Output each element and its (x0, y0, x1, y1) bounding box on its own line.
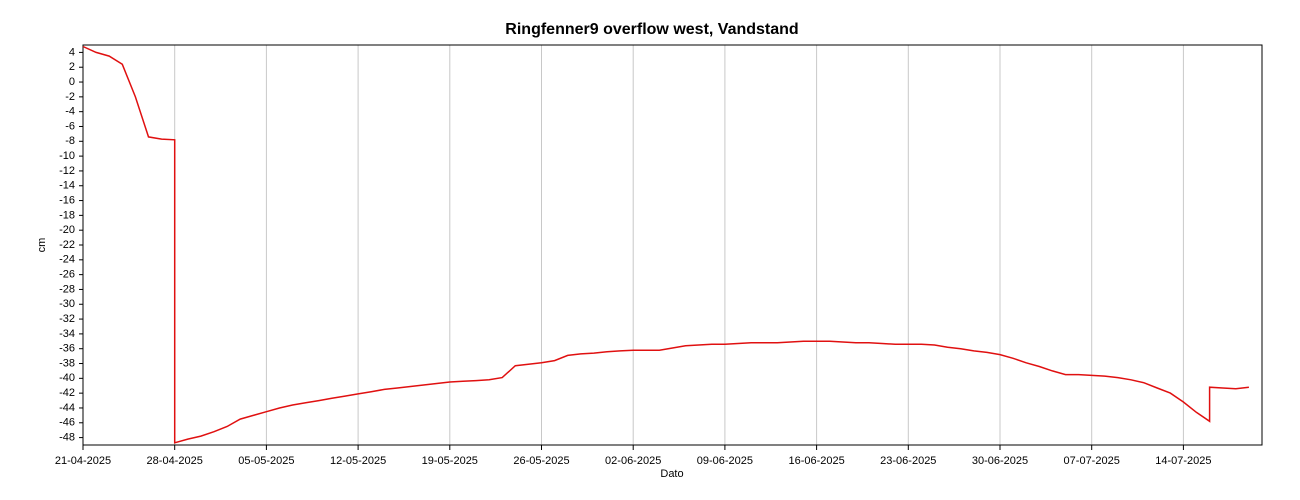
y-tick-label: -22 (59, 239, 75, 251)
y-tick-label: -4 (65, 106, 75, 118)
x-tick-label: 26-05-2025 (513, 455, 569, 467)
y-tick-label: -34 (59, 328, 75, 340)
y-tick-label: -24 (59, 254, 75, 266)
y-tick-label: -18 (59, 209, 75, 221)
y-tick-label: -2 (65, 91, 75, 103)
y-tick-label: 4 (69, 46, 75, 58)
plot-frame (82, 44, 1263, 446)
chart-title: Ringfenner9 overflow west, Vandstand (505, 21, 798, 38)
y-tick-label: -32 (59, 313, 75, 325)
y-tick-label: -14 (59, 180, 75, 192)
y-tick-label: -38 (59, 357, 75, 369)
y-tick-label: -10 (59, 150, 75, 162)
x-tick-label: 12-05-2025 (330, 455, 386, 467)
x-tick-label: 23-06-2025 (880, 455, 936, 467)
y-axis-label: cm (36, 238, 48, 253)
y-tick-label: -26 (59, 269, 75, 281)
x-tick-label: 30-06-2025 (972, 455, 1028, 467)
x-tick-label: 07-07-2025 (1064, 455, 1120, 467)
y-tick-label: -44 (59, 402, 75, 414)
x-tick-label: 16-06-2025 (788, 455, 844, 467)
x-tick-label: 05-05-2025 (238, 455, 294, 467)
y-tick-label: -6 (65, 120, 75, 132)
x-tick-label: 09-06-2025 (697, 455, 753, 467)
x-axis-label: Dato (660, 468, 683, 480)
x-tick-label: 28-04-2025 (147, 455, 203, 467)
x-tick-label: 14-07-2025 (1155, 455, 1211, 467)
y-tick-label: 0 (69, 76, 75, 88)
y-tick-label: -40 (59, 372, 75, 384)
y-tick-label: -8 (65, 135, 75, 147)
data-line (82, 45, 1249, 444)
y-tick-label: -16 (59, 194, 75, 206)
y-tick-label: -46 (59, 417, 75, 429)
y-tick-label: -36 (59, 343, 75, 355)
y-tick-label: -42 (59, 387, 75, 399)
x-tick-label: 19-05-2025 (422, 455, 478, 467)
y-tick-label: -30 (59, 298, 75, 310)
y-tick-label: -28 (59, 283, 75, 295)
y-tick-label: -48 (59, 431, 75, 443)
y-tick-label: 2 (69, 61, 75, 73)
y-tick-label: -20 (59, 224, 75, 236)
x-tick-label: 21-04-2025 (55, 455, 111, 467)
y-tick-label: -12 (59, 165, 75, 177)
x-tick-label: 02-06-2025 (605, 455, 661, 467)
